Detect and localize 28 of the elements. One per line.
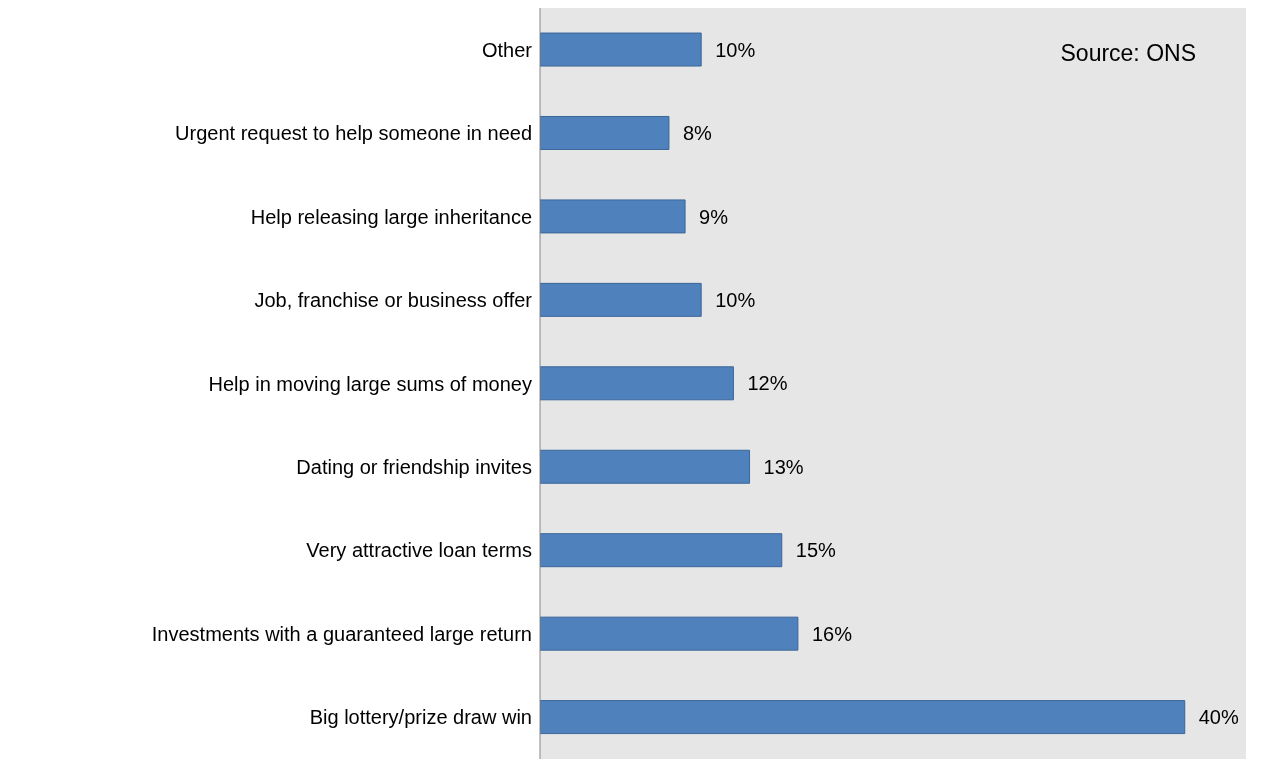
- data-label: 9%: [699, 205, 729, 228]
- data-label: 12%: [747, 372, 788, 395]
- y-tick-label: Big lottery/prize draw win: [309, 706, 532, 729]
- bar: [540, 282, 702, 317]
- bar: [540, 32, 702, 67]
- y-tick-label: Help releasing large inheritance: [250, 205, 532, 228]
- y-tick-label: Urgent request to help someone in need: [175, 122, 532, 145]
- data-label: 10%: [715, 288, 756, 311]
- y-tick-label: Help in moving large sums of money: [208, 372, 532, 395]
- y-tick-label: Very attractive loan terms: [306, 539, 532, 562]
- bar: [540, 700, 1186, 735]
- y-tick-label: Other: [481, 38, 533, 61]
- bar: [540, 449, 751, 484]
- y-tick-label: Investments with a guaranteed large return: [151, 622, 532, 645]
- annotation: Source: ONS: [1060, 40, 1196, 67]
- bar: [540, 533, 783, 568]
- data-label: 8%: [682, 122, 713, 145]
- data-label: 40%: [1198, 706, 1239, 729]
- bar: [540, 366, 734, 401]
- bar: [540, 115, 670, 150]
- y-tick-label: Job, franchise or business offer: [254, 289, 533, 312]
- data-label: 13%: [763, 455, 804, 478]
- bar: [540, 616, 799, 651]
- bar: [540, 199, 686, 234]
- data-label: 16%: [811, 622, 853, 645]
- data-label: 10%: [715, 38, 756, 61]
- data-label: 15%: [795, 539, 837, 562]
- y-tick-label: Dating or friendship invites: [296, 456, 532, 479]
